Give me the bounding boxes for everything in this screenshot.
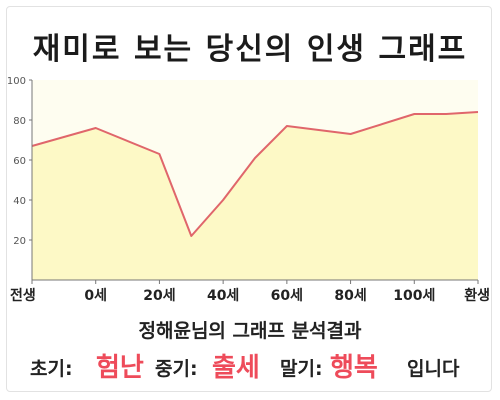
x-tick-label: 60세 bbox=[271, 288, 303, 304]
series-area bbox=[32, 112, 478, 280]
ending-text: 입니다 bbox=[407, 358, 460, 380]
analysis-subtitle: 정해윤님의 그래프 분석결과 bbox=[138, 320, 362, 342]
y-tick-label: 40 bbox=[13, 196, 26, 207]
mid-label: 중기: bbox=[155, 358, 198, 380]
y-tick-label: 100 bbox=[7, 76, 26, 87]
x-tick-label: 100세 bbox=[393, 288, 435, 304]
late-label: 말기: bbox=[280, 358, 323, 380]
series-line bbox=[31, 111, 479, 237]
x-tick-label: 40세 bbox=[207, 288, 239, 304]
y-tick-label: 60 bbox=[13, 156, 26, 167]
x-tick-label: 80세 bbox=[334, 288, 366, 304]
y-tick-label: 80 bbox=[13, 116, 26, 127]
analysis-result: 초기: 험난 중기: 출세 말기: 행복 입니다 bbox=[0, 346, 500, 383]
card-frame bbox=[6, 6, 492, 392]
early-label: 초기: bbox=[30, 358, 73, 380]
early-value: 험난 bbox=[96, 353, 144, 383]
mid-value: 출세 bbox=[212, 353, 260, 383]
chart-title: 재미로 보는 당신의 인생 그래프 bbox=[32, 32, 468, 67]
x-tick-label: 환생 bbox=[464, 287, 490, 304]
late-value: 행복 bbox=[330, 353, 378, 383]
y-tick-label: 20 bbox=[13, 236, 26, 247]
x-tick-label: 전생 bbox=[10, 287, 36, 304]
x-tick-label: 0세 bbox=[84, 288, 107, 304]
x-tick-label: 20세 bbox=[143, 288, 175, 304]
